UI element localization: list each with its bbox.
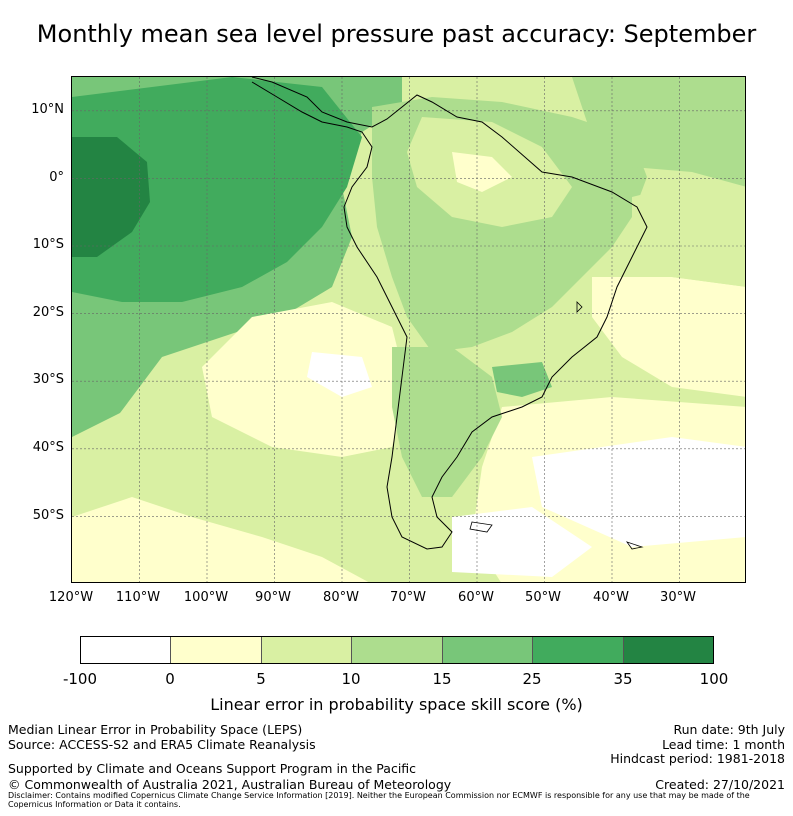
colorbar-bin-2 bbox=[261, 637, 353, 663]
colorbar-bin-4 bbox=[442, 637, 534, 663]
colorbar-tick: 35 bbox=[613, 670, 633, 688]
lat-label: 10°S bbox=[32, 237, 64, 252]
footer-source: Source: ACCESS-S2 and ERA5 Climate Reana… bbox=[8, 737, 316, 752]
lon-label: 50°W bbox=[525, 590, 561, 605]
coastline-lakes bbox=[469, 301, 644, 550]
footer-method: Median Linear Error in Probability Space… bbox=[8, 722, 303, 737]
lon-label: 110°W bbox=[115, 590, 161, 605]
colorbar-tick: 10 bbox=[341, 670, 361, 688]
colorbar-bin-3 bbox=[352, 637, 443, 663]
se-pacific-zone-0 bbox=[202, 302, 407, 457]
lat-label: 40°S bbox=[32, 440, 64, 455]
disclaimer: Disclaimer: Contains modified Copernicus… bbox=[8, 791, 750, 809]
colorbar-tick: 15 bbox=[432, 670, 452, 688]
lon-label: 30°W bbox=[660, 590, 696, 605]
lat-label: 0° bbox=[49, 170, 64, 185]
lon-label: 100°W bbox=[183, 590, 229, 605]
river-plate-zone-10 bbox=[492, 362, 552, 397]
created-date: Created: 27/10/2021 bbox=[655, 777, 785, 792]
colorbar-bin-5 bbox=[533, 637, 624, 663]
colorbar-tick: -100 bbox=[62, 670, 98, 688]
colorbar-tick: 5 bbox=[256, 670, 266, 688]
lat-label: 20°S bbox=[32, 305, 64, 320]
hindcast-period: Hindcast period: 1981-2018 bbox=[610, 751, 785, 766]
colorbar bbox=[80, 636, 714, 664]
colorbar-bin-6 bbox=[623, 637, 713, 663]
colorbar-tick: 0 bbox=[165, 670, 175, 688]
footer-copyright: © Commonwealth of Australia 2021, Austra… bbox=[8, 777, 452, 792]
south-pacific-zone-0 bbox=[72, 497, 369, 582]
lon-label: 80°W bbox=[323, 590, 359, 605]
lon-label: 90°W bbox=[255, 590, 291, 605]
atlantic-zone-10 bbox=[572, 77, 745, 187]
pacific-dark-core bbox=[72, 137, 150, 257]
colorbar-tick: 100 bbox=[699, 670, 729, 688]
footer-support: Supported by Climate and Oceans Support … bbox=[8, 761, 417, 776]
lon-label: 40°W bbox=[593, 590, 629, 605]
lon-label: 70°W bbox=[390, 590, 426, 605]
se-pacific-zone-neg bbox=[307, 352, 372, 397]
colorbar-bin-0 bbox=[81, 637, 172, 663]
lat-label: 50°S bbox=[32, 508, 64, 523]
map-title: Monthly mean sea level pressure past acc… bbox=[36, 20, 757, 48]
east-brazil-zone-0 bbox=[592, 277, 745, 397]
colorbar-tick: 25 bbox=[522, 670, 542, 688]
colorbar-label: Linear error in probability space skill … bbox=[210, 695, 583, 714]
lead-time: Lead time: 1 month bbox=[662, 737, 785, 752]
lat-label: 10°N bbox=[31, 102, 64, 117]
map-gridlines bbox=[72, 77, 745, 582]
colorbar-bin-1 bbox=[171, 637, 262, 663]
lon-label: 60°W bbox=[458, 590, 494, 605]
skill-map-canvas bbox=[72, 77, 745, 582]
skill-map bbox=[71, 76, 746, 583]
lon-label: 120°W bbox=[48, 590, 94, 605]
southern-cone-zone-10 bbox=[392, 347, 502, 497]
coastline-south-america bbox=[251, 77, 648, 550]
atlantic-zone-5 bbox=[632, 177, 745, 287]
amazon-zone-0 bbox=[452, 152, 512, 192]
south-atlantic-zone-neg bbox=[532, 437, 745, 547]
lat-label: 30°S bbox=[32, 372, 64, 387]
run-date: Run date: 9th July bbox=[673, 722, 785, 737]
